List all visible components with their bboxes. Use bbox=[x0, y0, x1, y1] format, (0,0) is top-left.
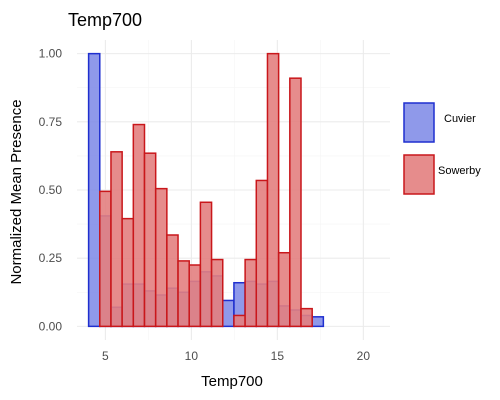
bar-sowerby bbox=[143, 152, 157, 328]
bar-sowerby bbox=[177, 260, 190, 328]
y-tick-label: 1.00 bbox=[39, 47, 63, 61]
bar-sowerby bbox=[132, 123, 146, 328]
bar-sowerby bbox=[99, 190, 112, 328]
bar-sowerby bbox=[266, 52, 280, 328]
bar-sowerby bbox=[277, 251, 291, 328]
x-tick-label: 5 bbox=[102, 349, 109, 363]
x-tick-label: 10 bbox=[185, 349, 199, 363]
legend-label-sowerby: Sowerby bbox=[438, 165, 481, 177]
y-axis-title: Normalized Mean Presence bbox=[8, 99, 25, 284]
bar-sowerby bbox=[199, 201, 213, 328]
y-axis-ticks: 0.00 0.25 0.50 0.75 1.00 bbox=[39, 47, 63, 334]
bar-cuvier bbox=[87, 52, 101, 328]
x-axis-title: Temp700 bbox=[201, 373, 263, 390]
y-tick-label: 0.00 bbox=[39, 319, 63, 333]
bar-sowerby bbox=[300, 307, 313, 328]
legend: Cuvier Sowerby bbox=[403, 102, 481, 195]
chart-title: Temp700 bbox=[68, 10, 142, 30]
bar-sowerby bbox=[233, 314, 246, 328]
x-tick-label: 15 bbox=[271, 349, 285, 363]
bar-sowerby bbox=[255, 179, 269, 328]
legend-key-sowerby bbox=[403, 154, 435, 195]
bar-cuvier bbox=[311, 316, 325, 328]
x-tick-label: 20 bbox=[357, 349, 371, 363]
bar-sowerby bbox=[188, 264, 202, 328]
bar-sowerby bbox=[289, 77, 302, 328]
bar-sowerby bbox=[166, 234, 179, 328]
bar-sowerby bbox=[210, 258, 224, 328]
bar-sowerby bbox=[244, 258, 258, 328]
legend-key-cuvier bbox=[403, 102, 435, 143]
bar-sowerby bbox=[121, 217, 135, 328]
bar-cuvier bbox=[222, 299, 235, 328]
y-tick-label: 0.75 bbox=[39, 115, 63, 129]
x-axis-ticks: 5 10 15 20 bbox=[102, 349, 370, 363]
bar-sowerby bbox=[110, 151, 123, 328]
y-tick-label: 0.25 bbox=[39, 251, 63, 265]
y-tick-label: 0.50 bbox=[39, 183, 63, 197]
legend-label-cuvier: Cuvier bbox=[444, 113, 476, 125]
series-sowerby bbox=[99, 52, 313, 328]
bar-sowerby bbox=[154, 187, 168, 328]
